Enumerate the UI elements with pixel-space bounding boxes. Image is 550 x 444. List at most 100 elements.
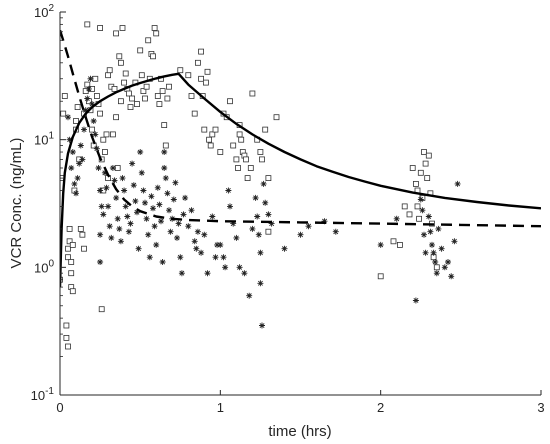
square-marker — [412, 180, 419, 187]
asterisk-marker — [212, 254, 219, 261]
asterisk-marker — [170, 196, 177, 203]
asterisk-marker — [233, 234, 240, 241]
square-marker — [212, 126, 219, 133]
square-marker — [424, 175, 431, 182]
asterisk-marker — [134, 209, 140, 216]
square-marker — [406, 211, 413, 218]
square-marker — [236, 131, 243, 138]
square-marker — [206, 136, 213, 143]
square-marker — [111, 86, 118, 92]
asterisk-marker — [65, 114, 71, 121]
asterisk-marker — [429, 241, 435, 248]
square-marker — [113, 114, 119, 121]
asterisk-marker — [241, 270, 248, 277]
square-marker — [217, 149, 224, 155]
square-marker — [66, 238, 73, 245]
square-marker — [65, 343, 71, 350]
square-marker — [122, 70, 129, 77]
asterisk-marker — [393, 215, 400, 222]
asterisk-marker — [137, 149, 144, 155]
asterisk-marker — [161, 165, 168, 171]
square-marker — [77, 225, 84, 232]
square-marker — [143, 83, 150, 90]
asterisk-marker — [97, 259, 104, 265]
asterisk-marker — [145, 231, 152, 238]
square-marker — [150, 53, 156, 60]
square-marker — [422, 160, 429, 167]
square-marker — [100, 136, 107, 143]
asterisk-marker — [97, 231, 104, 238]
asterisk-marker — [74, 175, 81, 182]
asterisk-marker — [255, 231, 262, 238]
asterisk-marker — [111, 177, 118, 184]
square-marker — [92, 75, 99, 82]
square-marker — [204, 68, 211, 75]
asterisk-marker — [84, 95, 91, 102]
square-marker — [416, 215, 423, 222]
asterisk-marker — [432, 259, 439, 265]
asterisk-marker — [198, 249, 205, 256]
square-marker — [66, 225, 73, 232]
square-marker — [262, 126, 269, 133]
asterisk-marker — [125, 228, 132, 235]
square-marker — [198, 48, 205, 55]
square-marker — [194, 59, 201, 66]
square-marker — [98, 306, 105, 313]
asterisk-marker — [246, 292, 253, 299]
asterisk-marker — [150, 205, 156, 212]
asterisk-marker — [166, 207, 172, 214]
asterisk-marker — [161, 149, 168, 155]
y-tick-label: 10-1 — [31, 386, 55, 403]
asterisk-marker — [254, 213, 261, 220]
square-marker — [103, 131, 110, 138]
asterisk-marker — [129, 160, 136, 167]
square-marker — [401, 203, 408, 210]
asterisk-marker — [95, 165, 102, 171]
square-marker — [201, 126, 208, 133]
square-marker — [414, 203, 421, 210]
square-marker — [265, 175, 272, 182]
asterisk-marker — [87, 75, 94, 82]
y-tick-label: 101 — [34, 131, 54, 148]
asterisk-marker — [435, 225, 442, 232]
asterisk-marker — [201, 231, 208, 238]
asterisk-marker — [124, 213, 131, 220]
square-marker — [94, 93, 100, 99]
asterisk-marker — [230, 220, 237, 227]
square-marker — [127, 104, 134, 110]
asterisk-marker — [122, 203, 129, 210]
asterisk-marker — [175, 220, 182, 227]
square-marker — [116, 53, 123, 60]
square-marker — [69, 288, 76, 295]
square-marker — [63, 322, 70, 329]
square-marker — [114, 165, 121, 171]
square-marker — [188, 93, 195, 99]
asterisk-marker — [448, 273, 455, 280]
y-tick-label: 100 — [34, 258, 54, 275]
solid-curve — [60, 72, 541, 288]
x-axis-label: time (hrs) — [268, 423, 331, 440]
asterisk-marker — [146, 254, 153, 261]
square-marker — [81, 245, 87, 252]
asterisk-marker — [138, 169, 145, 176]
asterisk-marker — [260, 180, 267, 187]
asterisk-marker — [66, 136, 73, 143]
square-marker — [61, 93, 68, 99]
asterisk-marker — [119, 175, 126, 182]
asterisk-marker — [159, 259, 166, 265]
asterisk-marker — [185, 223, 192, 230]
asterisk-marker — [100, 211, 107, 218]
square-marker — [119, 25, 126, 31]
square-marker — [73, 118, 79, 124]
asterisk-marker — [151, 223, 158, 230]
y-axis-label: VCR Conc. (ng/mL) — [8, 138, 25, 269]
square-marker — [154, 93, 161, 99]
square-marker — [156, 101, 163, 107]
asterisk-marker — [93, 145, 100, 152]
asterisk-marker — [445, 259, 451, 265]
square-marker — [191, 110, 198, 117]
x-tick-label: 0 — [56, 400, 63, 415]
square-marker — [126, 90, 132, 97]
square-marker — [137, 47, 144, 54]
square-marker — [390, 238, 397, 245]
